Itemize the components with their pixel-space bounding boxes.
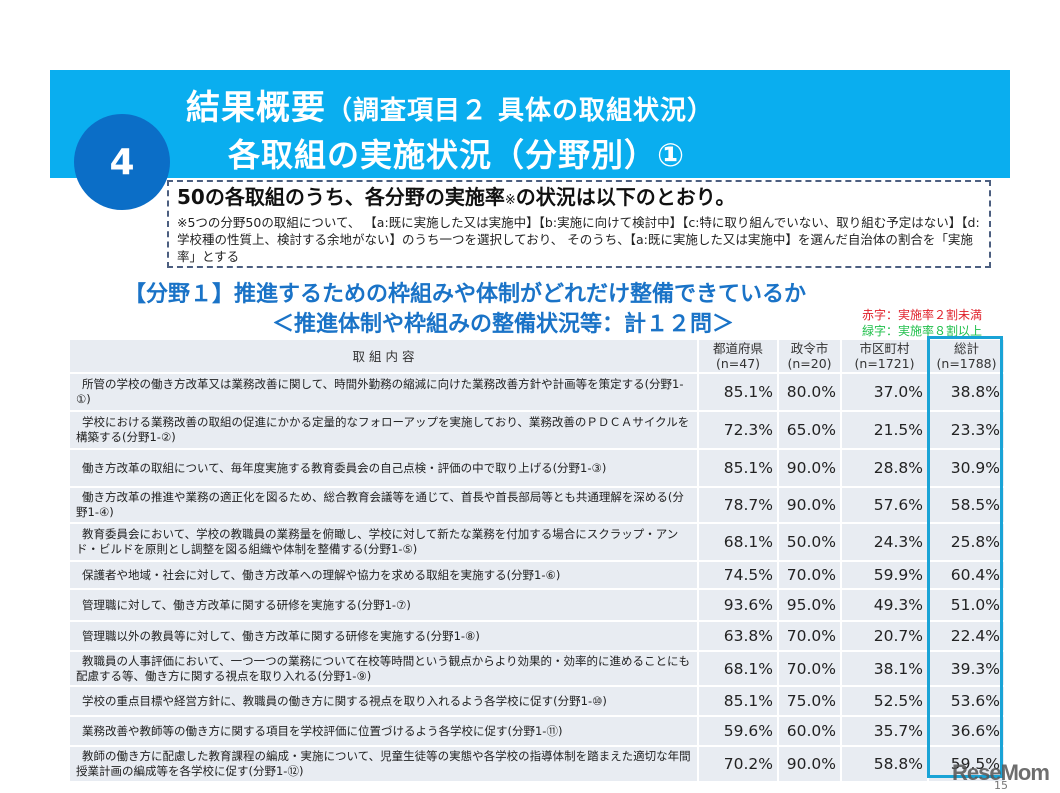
table-row: 管理職に対して、働き方改革に関する研修を実施する(分野1-⑦) 93.6% 95… (68, 588, 1006, 622)
table-row: 保護者や地域・社会に対して、働き方改革への理解や協力を求める取組を実施する(分野… (68, 560, 1006, 590)
legend-red-note: 赤字：実施率２割未満 (862, 308, 983, 322)
table-header-row: 取 組 内 容 都道府県 (n=47) 政令市 (n=20) 市区町村 (n=1721… (68, 338, 1006, 374)
resemom-logo: ReseMom (952, 760, 1050, 785)
section-number-badge: 4 (74, 114, 170, 210)
title-subtitle: （調査項目２ 具体の取組状況） (326, 96, 715, 126)
summary-note-box: 50の各取組のうち、各分野の実施率※の状況は以下のとおり。 ※5つの分野50の取… (167, 180, 991, 268)
table-row: 管理職以外の教員等に対して、働き方改革に関する研修を実施する(分野1-⑧) 63… (68, 620, 1006, 652)
title-banner (50, 70, 1010, 178)
table-row: 教師の働き方に配慮した教育課程の編成・実施について、児童生徒等の実態や各学校の指… (68, 745, 1006, 783)
slide-subtitle: 各取組の実施状況（分野別）① (228, 136, 686, 174)
implementation-rate-table: 取 組 内 容 都道府県 (n=47) 政令市 (n=20) 市区町村 (n=1721… (68, 338, 1006, 783)
header-total: 総計 (n=1788) (927, 338, 1006, 374)
summary-headline: 50の各取組のうち、各分野の実施率※の状況は以下のとおり。 (177, 185, 736, 209)
legend-green-note: 緑字：実施率８割以上 (862, 324, 983, 338)
section-subtitle: ＜推進体制や枠組みの整備状況等：計１２問＞ (272, 312, 735, 337)
table-row: 所管の学校の働き方改革又は業務改善に関して、時間外勤務の縮減に向けた業務改善方針… (68, 372, 1006, 412)
page-number: 15 (994, 779, 1008, 792)
table-row: 学校の重点目標や経営方針に、教職員の働き方に関する視点を取り入れるよう各学校に促… (68, 685, 1006, 717)
table-row: 働き方改革の推進や業務の適正化を図るため、総合教育会議等を通じて、首長や首長部局… (68, 486, 1006, 524)
header-designated-city: 政令市 (n=20) (777, 338, 842, 374)
header-prefecture: 都道府県 (n=47) (697, 338, 779, 374)
table-row: 業務改善や教師等の働き方に関する項目を学校評価に位置づけるよう各学校に促す(分野… (68, 715, 1006, 747)
table-row: 学校における業務改善の取組の促進にかかる定量的なフォローアップを実施しており、業… (68, 410, 1006, 450)
table-row: 教育委員会において、学校の教職員の業務量を俯瞰し、学校に対して新たな業務を付加す… (68, 522, 1006, 562)
header-description: 取 組 内 容 (68, 338, 699, 374)
table-row: 働き方改革の取組について、毎年度実施する教育委員会の自己点検・評価の中で取り上げ… (68, 448, 1006, 488)
summary-footnote: ※5つの分野50の取組について、 【a:既に実施した又は実施中】【b:実施に向け… (177, 215, 980, 264)
title-main: 結果概要 (186, 88, 326, 128)
section-title: 【分野１】推進するための枠組みや体制がどれだけ整備できているか (124, 282, 807, 307)
header-municipality: 市区町村 (n=1721) (840, 338, 929, 374)
slide-title: 結果概要（調査項目２ 具体の取組状況） (186, 80, 714, 129)
table-row: 教職員の人事評価において、一つ一つの業務について在校等時間という観点からより効果… (68, 650, 1006, 687)
